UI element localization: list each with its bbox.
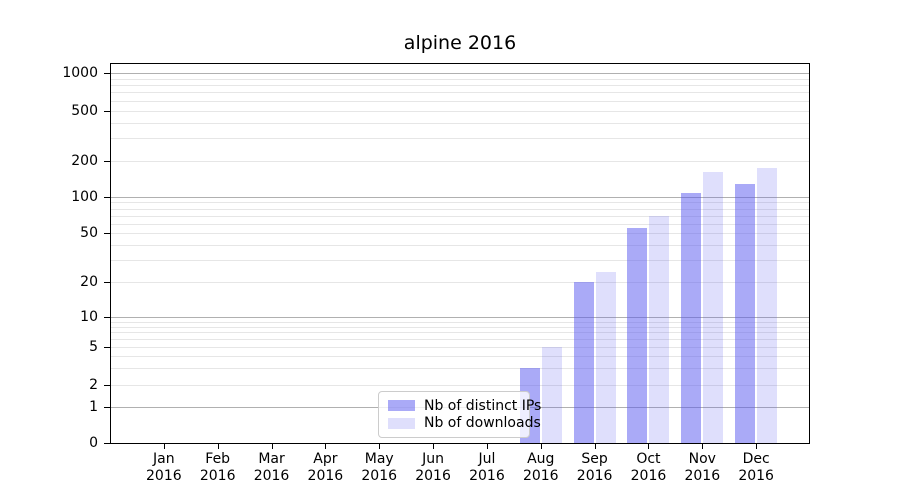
x-tick-label: May 2016 — [361, 451, 398, 484]
minor-gridline — [110, 138, 810, 140]
y-tick-mark — [104, 233, 110, 234]
x-tick-mark — [486, 444, 488, 449]
x-tick-mark — [325, 444, 327, 449]
x-tick-label: Apr 2016 — [307, 451, 344, 484]
bar-distinct-ips — [627, 228, 648, 443]
y-tick-mark — [104, 317, 110, 318]
minor-gridline — [110, 332, 810, 334]
y-tick-label: 100 — [71, 189, 98, 205]
y-tick-mark — [104, 73, 110, 74]
y-tick-mark — [104, 197, 110, 198]
y-tick-label: 1 — [89, 399, 98, 415]
x-tick-mark — [702, 444, 704, 449]
chart-title: alpine 2016 — [403, 32, 517, 54]
bar-downloads — [541, 347, 562, 443]
minor-gridline — [110, 321, 810, 323]
x-tick-label: Jun 2016 — [415, 451, 451, 484]
bar-downloads — [595, 271, 616, 443]
x-tick-mark — [648, 444, 650, 449]
x-tick-label: Mar 2016 — [253, 451, 290, 484]
bar-distinct-ips — [573, 281, 594, 443]
bar-downloads — [757, 168, 778, 443]
y-tick-mark — [104, 160, 110, 162]
minor-gridline — [110, 233, 810, 234]
minor-gridline — [110, 78, 810, 80]
x-tick-label: Sep 2016 — [576, 451, 613, 484]
major-gridline — [110, 317, 810, 318]
y-tick-mark — [104, 110, 110, 112]
y-tick-label: 20 — [80, 273, 98, 290]
minor-gridline — [110, 202, 810, 204]
x-tick-mark — [379, 444, 381, 449]
legend-item-downloads: Nb of downloads — [388, 415, 541, 431]
x-tick-label: Oct 2016 — [630, 451, 667, 484]
minor-gridline — [110, 85, 810, 87]
x-tick-mark — [756, 444, 758, 449]
x-tick-label: Feb 2016 — [199, 451, 236, 484]
minor-gridline — [110, 160, 810, 162]
x-tick-mark — [271, 444, 273, 449]
legend: Nb of distinct IPs Nb of downloads — [378, 391, 541, 438]
legend-swatch-distinct-ips-icon — [388, 400, 415, 412]
x-tick-label: Dec 2016 — [738, 451, 774, 484]
y-tick-label: 1000 — [62, 65, 98, 81]
bar-downloads — [649, 215, 670, 443]
minor-gridline — [110, 100, 810, 102]
legend-swatch-downloads-icon — [388, 417, 415, 429]
y-tick-mark — [104, 407, 110, 408]
major-gridline — [110, 197, 810, 198]
x-tick-mark — [594, 444, 596, 449]
y-tick-label: 50 — [80, 225, 98, 241]
y-tick-label: 2 — [89, 377, 98, 393]
minor-gridline — [110, 244, 810, 246]
x-tick-label: Nov 2016 — [684, 451, 721, 484]
y-tick-mark — [104, 281, 110, 283]
minor-gridline — [110, 92, 810, 94]
x-tick-mark — [217, 444, 219, 449]
minor-gridline — [110, 326, 810, 328]
minor-gridline — [110, 122, 810, 124]
y-tick-label: 500 — [71, 102, 98, 119]
y-tick-label: 0 — [89, 435, 98, 451]
x-tick-label: Jul 2016 — [469, 451, 505, 484]
legend-label-distinct-ips: Nb of distinct IPs — [424, 397, 542, 414]
minor-gridline — [110, 339, 810, 341]
y-tick-label: 200 — [71, 152, 98, 169]
minor-gridline — [110, 223, 810, 225]
minor-gridline — [110, 356, 810, 358]
y-tick-mark — [104, 443, 110, 444]
minor-gridline — [110, 215, 810, 217]
minor-gridline — [110, 368, 810, 370]
minor-gridline — [110, 110, 810, 112]
x-tick-label: Aug 2016 — [522, 451, 559, 484]
bar-downloads — [703, 172, 724, 443]
minor-gridline — [110, 281, 810, 283]
x-tick-mark — [540, 444, 542, 449]
y-tick-mark — [104, 385, 110, 386]
minor-gridline — [110, 385, 810, 386]
major-gridline — [110, 73, 810, 74]
x-tick-mark — [433, 444, 435, 449]
y-tick-label: 10 — [80, 309, 98, 325]
minor-gridline — [110, 208, 810, 210]
y-tick-mark — [104, 347, 110, 348]
y-tick-label: 5 — [89, 339, 98, 355]
x-tick-mark — [163, 444, 165, 449]
x-tick-label: Jan 2016 — [146, 451, 182, 484]
legend-label-downloads: Nb of downloads — [424, 415, 541, 432]
bar-distinct-ips — [735, 184, 756, 443]
minor-gridline — [110, 347, 810, 348]
legend-item-distinct-ips: Nb of distinct IPs — [388, 398, 541, 414]
bar-distinct-ips — [681, 193, 702, 443]
minor-gridline — [110, 260, 810, 262]
